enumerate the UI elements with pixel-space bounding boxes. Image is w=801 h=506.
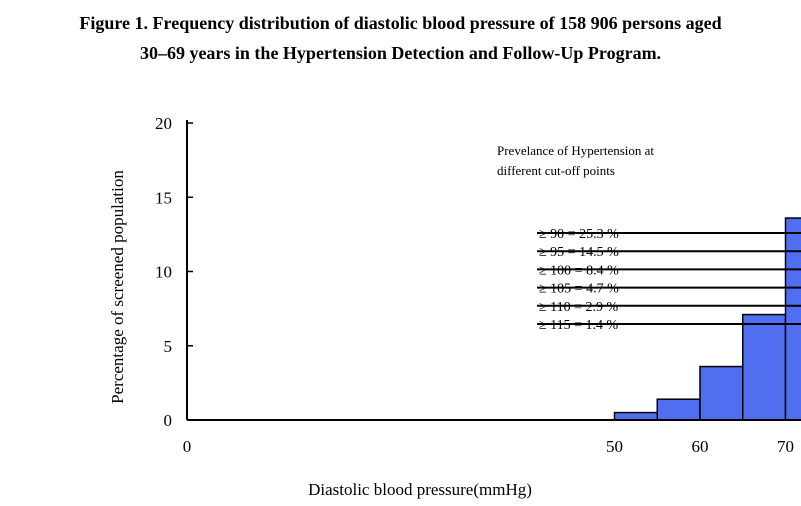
- x-axis-label: Diastolic blood pressure(mmHg): [308, 480, 532, 499]
- cutoff-line-90: [537, 232, 801, 234]
- y-tick-label-15: 15: [155, 188, 172, 207]
- cutoff-annotations: ≥ 90 = 25.3 % ≥ 95 = 14.5 % ≥ 100 = 8.4 % ≥…: [537, 227, 801, 333]
- x-tick-label-70: 70: [777, 437, 794, 456]
- figure-caption: Figure 1. Frequency distribution of dias…: [0, 8, 801, 68]
- x-tick-label-50: 50: [606, 437, 623, 456]
- cutoff-label-95: ≥ 95 = 14.5 %: [539, 245, 619, 260]
- x-tick-label-0: 0: [183, 437, 192, 456]
- annotation-line-1: Prevelance of Hypertension at: [497, 143, 654, 158]
- cutoff-label-110: ≥ 110 = 2.9 %: [539, 300, 619, 315]
- bar-50: [613, 411, 658, 421]
- y-tick-label-0: 0: [164, 411, 173, 430]
- caption-line-1: Figure 1. Frequency distribution of dias…: [79, 13, 722, 33]
- cutoff-label-105: ≥ 105 = 4.7 %: [539, 282, 619, 297]
- y-axis-label: Percentage of screened population: [108, 170, 127, 404]
- cutoff-line-100: [537, 268, 801, 271]
- cutoff-label-90: ≥ 90 = 25.3 %: [539, 227, 619, 242]
- y-tick-label-10: 10: [155, 263, 172, 282]
- cutoff-line-110: [537, 304, 801, 307]
- y-tick-label-5: 5: [164, 337, 173, 356]
- bars-group: [613, 217, 801, 421]
- y-tick-label-20: 20: [155, 114, 172, 133]
- bar-55: [656, 398, 701, 421]
- axes-group: 0510152005060708090100110120130: [155, 114, 801, 456]
- cutoff-line-105: [537, 286, 801, 289]
- annotation-line-2: different cut-off points: [497, 163, 615, 178]
- bar-65: [742, 313, 787, 421]
- bar-60: [699, 365, 744, 421]
- cutoff-label-100: ≥ 100 = 8.4 %: [539, 263, 619, 278]
- caption-line-2: 30–69 years in the Hypertension Detectio…: [139, 43, 662, 63]
- cutoff-line-95: [537, 250, 801, 253]
- x-tick-label-60: 60: [692, 437, 709, 456]
- bar-70: [784, 217, 801, 421]
- cutoff-line-115: [537, 323, 801, 325]
- cutoff-label-115: ≥ 115 = 1.4 %: [539, 318, 619, 333]
